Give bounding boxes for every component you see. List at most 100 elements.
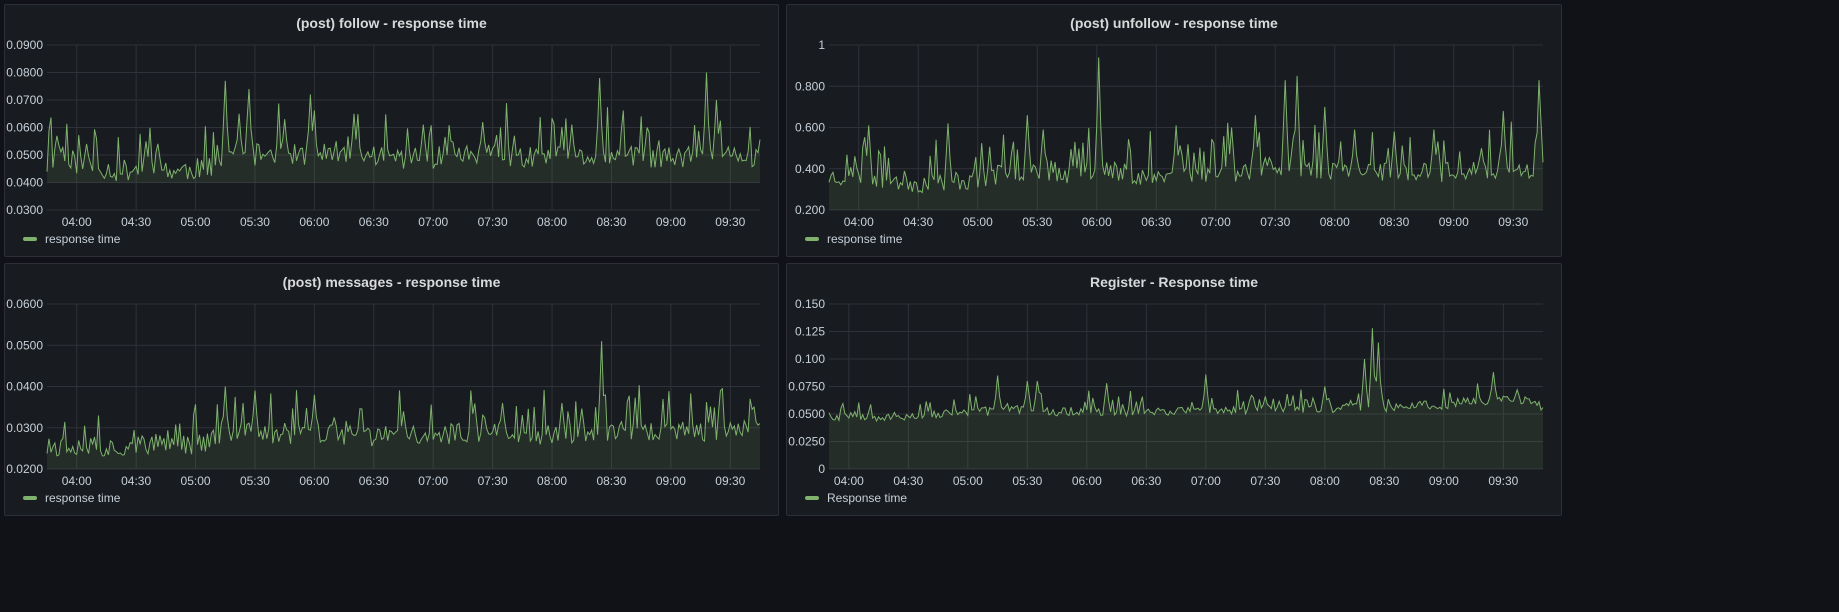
panel-title[interactable]: (post) messages - response time (282, 274, 501, 290)
chart-follow[interactable]: 0.0300 0.0400 0.0500 0.0600 0.0700 0.0800 0.09… (5, 5, 780, 258)
panel-unfollow: (post) unfollow - response time 0.200 0.4… (786, 4, 1562, 257)
panel-follow: (post) follow - response time 0.0300 0.04… (4, 4, 779, 257)
legend-label: response time (45, 491, 121, 505)
y-tick-label: 0.0200 (6, 462, 43, 476)
legend-swatch-icon (23, 496, 37, 500)
x-tick-label: 09:00 (656, 215, 686, 229)
chart-register[interactable]: 0 0.0250 0.0500 0.0750 0.100 0.125 0.150 04:00 0… (787, 264, 1563, 517)
x-tick-label: 08:00 (537, 215, 567, 229)
x-tick-label: 06:30 (359, 215, 389, 229)
x-tick-label: 05:00 (963, 215, 993, 229)
x-tick-label: 06:30 (1131, 474, 1161, 488)
x-tick-label: 07:00 (418, 215, 448, 229)
x-tick-label: 05:30 (1022, 215, 1052, 229)
y-tick-label: 0.0900 (6, 38, 43, 52)
x-tick-label: 08:30 (596, 474, 626, 488)
legend-label: response time (45, 232, 121, 246)
y-tick-label: 0.0500 (788, 407, 825, 421)
x-tick-label: 08:30 (1369, 474, 1399, 488)
y-tick-label: 0.0750 (788, 380, 825, 394)
y-tick-label: 0.0400 (6, 380, 43, 394)
series-line (828, 328, 1544, 423)
x-tick-label: 07:30 (1250, 474, 1280, 488)
y-tick-label: 1 (818, 38, 825, 52)
y-tick-label: 0.125 (795, 325, 825, 339)
x-tick-label: 09:30 (715, 215, 745, 229)
x-tick-label: 04:30 (893, 474, 923, 488)
panel-messages: (post) messages - response time 0.0200 0.… (4, 263, 779, 516)
x-tick-label: 05:30 (240, 474, 270, 488)
y-tick-label: 0.0600 (6, 121, 43, 135)
y-tick-label: 0.0300 (6, 421, 43, 435)
x-tick-label: 04:30 (903, 215, 933, 229)
x-tick-label: 07:30 (1260, 215, 1290, 229)
y-tick-label: 0.400 (795, 162, 825, 176)
y-tick-label: 0.0400 (6, 176, 43, 190)
x-tick-label: 05:30 (240, 215, 270, 229)
x-tick-label: 08:00 (1310, 474, 1340, 488)
x-tick-label: 06:00 (299, 474, 329, 488)
y-tick-label: 0.0800 (6, 66, 43, 80)
series-area (829, 57, 1543, 211)
x-tick-label: 09:00 (1439, 215, 1469, 229)
legend-swatch-icon (805, 237, 819, 241)
y-tick-label: 0.600 (795, 121, 825, 135)
x-tick-label: 05:00 (181, 215, 211, 229)
x-tick-label: 06:30 (1141, 215, 1171, 229)
legend-swatch-icon (23, 237, 37, 241)
x-tick-label: 04:00 (62, 474, 92, 488)
y-tick-label: 0.100 (795, 352, 825, 366)
legend-label: Response time (827, 491, 908, 505)
x-tick-label: 05:00 (181, 474, 211, 488)
x-tick-label: 05:30 (1012, 474, 1042, 488)
x-tick-label: 08:00 (1320, 215, 1350, 229)
y-tick-label: 0.0600 (6, 297, 43, 311)
x-tick-label: 09:00 (656, 474, 686, 488)
series-line (828, 57, 1544, 194)
y-tick-label: 0.200 (795, 203, 825, 217)
legend-swatch-icon (805, 496, 819, 500)
x-tick-label: 07:30 (478, 215, 508, 229)
x-tick-label: 08:30 (1379, 215, 1409, 229)
panel-register: Register - Response time 0 0.0250 0.0500 0.… (786, 263, 1562, 516)
chart-messages[interactable]: 0.0200 0.0300 0.0400 0.0500 0.0600 04:00 04:30… (5, 264, 780, 517)
y-tick-label: 0.0700 (6, 93, 43, 107)
x-tick-label: 09:30 (715, 474, 745, 488)
x-tick-label: 04:00 (62, 215, 92, 229)
y-tick-label: 0.0250 (788, 435, 825, 449)
x-tick-label: 04:30 (121, 215, 151, 229)
panel-title[interactable]: (post) unfollow - response time (1070, 15, 1278, 31)
y-tick-label: 0 (818, 462, 825, 476)
chart-unfollow[interactable]: 0.200 0.400 0.600 0.800 1 04:00 04:30 05:00 05:3… (787, 5, 1563, 258)
legend[interactable]: response time (805, 232, 902, 246)
panel-title[interactable]: (post) follow - response time (296, 15, 487, 31)
legend-label: response time (827, 232, 903, 246)
x-tick-label: 09:30 (1498, 215, 1528, 229)
series-area (47, 72, 760, 183)
legend[interactable]: response time (23, 491, 120, 505)
x-tick-label: 04:00 (834, 474, 864, 488)
x-tick-label: 06:00 (299, 215, 329, 229)
series-line (46, 341, 761, 457)
y-tick-label: 0.0500 (6, 338, 43, 352)
y-tick-label: 0.150 (795, 297, 825, 311)
x-tick-label: 08:00 (537, 474, 567, 488)
legend[interactable]: response time (23, 232, 120, 246)
x-tick-label: 04:00 (844, 215, 874, 229)
legend[interactable]: Response time (805, 491, 907, 505)
series-area (829, 328, 1543, 469)
x-tick-label: 09:00 (1429, 474, 1459, 488)
y-tick-label: 0.0300 (6, 203, 43, 217)
x-tick-label: 09:30 (1488, 474, 1518, 488)
y-tick-label: 0.0500 (6, 148, 43, 162)
x-tick-label: 07:00 (1201, 215, 1231, 229)
series-line (46, 72, 761, 182)
x-tick-label: 08:30 (596, 215, 626, 229)
x-tick-label: 04:30 (121, 474, 151, 488)
series-area (47, 341, 760, 469)
x-tick-label: 06:30 (359, 474, 389, 488)
panel-title[interactable]: Register - Response time (1089, 274, 1259, 290)
x-tick-label: 06:00 (1082, 215, 1112, 229)
x-tick-label: 06:00 (1072, 474, 1102, 488)
x-tick-label: 07:00 (1191, 474, 1221, 488)
